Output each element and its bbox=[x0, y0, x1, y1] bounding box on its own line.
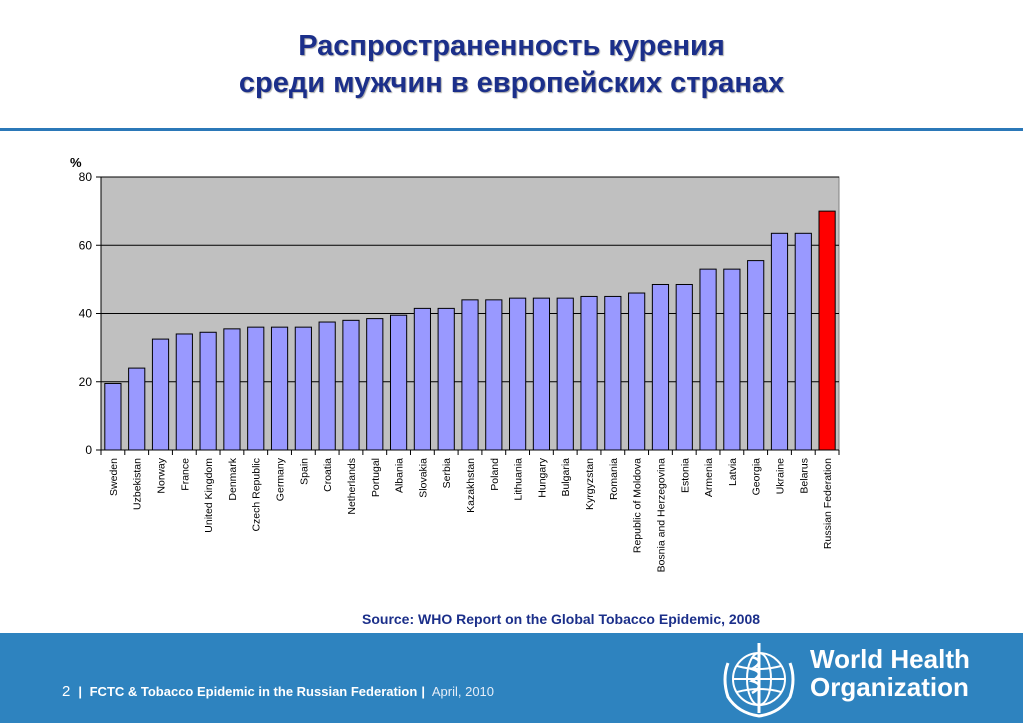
x-tick-label: Uzbekistan bbox=[132, 458, 144, 510]
logo-line-2: Organization bbox=[810, 672, 969, 702]
x-tick-label: Serbia bbox=[441, 458, 453, 489]
bar bbox=[818, 210, 836, 451]
footer-caption: 2 | FCTC & Tobacco Epidemic in the Russia… bbox=[62, 683, 494, 700]
bar bbox=[675, 283, 693, 451]
title-line-2: среди мужчин в европейских странах bbox=[238, 67, 785, 99]
x-tick-label: Russian Federation bbox=[822, 458, 834, 549]
bar bbox=[294, 326, 312, 451]
bar bbox=[389, 314, 408, 451]
bar-chart: 0 20 40 60 80% Sweden Uzbekistan Norway France Un… bbox=[70, 155, 840, 573]
x-tick-label: Sweden bbox=[108, 458, 120, 496]
x-tick-label: United Kingdom bbox=[203, 458, 215, 533]
y-tick-label: 20 bbox=[79, 375, 93, 389]
bar bbox=[366, 318, 384, 451]
x-tick-label: Spain bbox=[298, 458, 310, 485]
x-tick-label: Kyrgyzstan bbox=[584, 458, 596, 510]
bar bbox=[128, 367, 146, 451]
x-tick-label: Albania bbox=[394, 458, 406, 493]
x-tick-label: Norway bbox=[156, 457, 168, 493]
who-logo-text: World Health Organization bbox=[810, 645, 970, 701]
bar bbox=[270, 326, 289, 451]
x-tick-label: Czech Republic bbox=[251, 458, 263, 532]
bar bbox=[699, 268, 717, 451]
x-tick-label: Bosnia and Herzegovina bbox=[655, 458, 667, 573]
bar bbox=[628, 292, 646, 451]
x-tick-label: Slovakia bbox=[417, 458, 429, 498]
bar bbox=[247, 326, 265, 451]
footer-main-text: FCTC & Tobacco Epidemic in the Russian F… bbox=[89, 684, 418, 699]
bar bbox=[651, 283, 670, 451]
x-tick-label: Portugal bbox=[370, 458, 382, 497]
x-tick-label: Denmark bbox=[227, 457, 239, 500]
x-tick-label: France bbox=[179, 458, 191, 491]
footer-separator-1: | bbox=[78, 684, 82, 699]
bar bbox=[580, 295, 598, 451]
footer-separator-2: | bbox=[421, 684, 425, 699]
x-tick-label: Bulgaria bbox=[560, 458, 572, 497]
x-tick-label: Belarus bbox=[798, 458, 810, 494]
slide-title: Распространенность курения среди мужчин … bbox=[0, 28, 1023, 102]
y-tick-label: 40 bbox=[79, 307, 93, 321]
source-note: Source: WHO Report on the Global Tobacco… bbox=[362, 611, 761, 627]
logo-line-1: World Health bbox=[810, 644, 970, 674]
x-tick-label: Republic of Moldova bbox=[632, 458, 644, 553]
bar bbox=[461, 299, 479, 451]
bar bbox=[318, 321, 336, 451]
x-tick-label: Lithuania bbox=[513, 458, 525, 501]
bar bbox=[199, 331, 217, 451]
y-tick-label: 60 bbox=[79, 238, 93, 252]
x-tick-label: Netherlands bbox=[346, 458, 358, 515]
footer-bar: 2 | FCTC & Tobacco Epidemic in the Russia… bbox=[0, 633, 1023, 723]
bar bbox=[509, 297, 527, 451]
bar bbox=[151, 338, 170, 451]
y-tick-label: 0 bbox=[85, 443, 92, 457]
bar bbox=[794, 232, 812, 451]
who-emblem-icon bbox=[723, 643, 795, 718]
bar bbox=[604, 295, 622, 451]
bar bbox=[485, 299, 503, 451]
x-tick-label: Hungary bbox=[536, 457, 548, 497]
bar bbox=[223, 328, 241, 451]
bar bbox=[532, 297, 551, 451]
title-divider bbox=[0, 128, 1023, 131]
bar bbox=[556, 297, 574, 451]
x-tick-label: Romania bbox=[608, 458, 620, 500]
x-tick-label: Ukraine bbox=[774, 458, 786, 494]
page-number: 2 bbox=[62, 683, 71, 700]
x-tick-label: Poland bbox=[489, 458, 501, 491]
x-tick-label: Croatia bbox=[322, 458, 334, 492]
x-tick-label: Latvia bbox=[727, 458, 739, 486]
x-tick-label: Kazakhstan bbox=[465, 458, 477, 513]
x-tick-label: Armenia bbox=[703, 458, 715, 497]
bar bbox=[413, 307, 431, 451]
bar bbox=[747, 260, 765, 451]
x-tick-label: Estonia bbox=[679, 458, 691, 493]
bar bbox=[437, 307, 455, 451]
bar bbox=[104, 382, 122, 451]
y-tick-label: 80 bbox=[79, 170, 93, 184]
bar bbox=[723, 268, 741, 451]
y-axis-label: % bbox=[70, 155, 82, 170]
bar bbox=[175, 333, 193, 451]
footer-date: April, 2010 bbox=[431, 684, 495, 699]
bar bbox=[770, 232, 789, 451]
x-tick-label: Georgia bbox=[751, 458, 763, 496]
title-line-1: Распространенность курения bbox=[298, 30, 725, 62]
x-tick-label: Germany bbox=[275, 457, 287, 501]
bar bbox=[342, 319, 360, 451]
